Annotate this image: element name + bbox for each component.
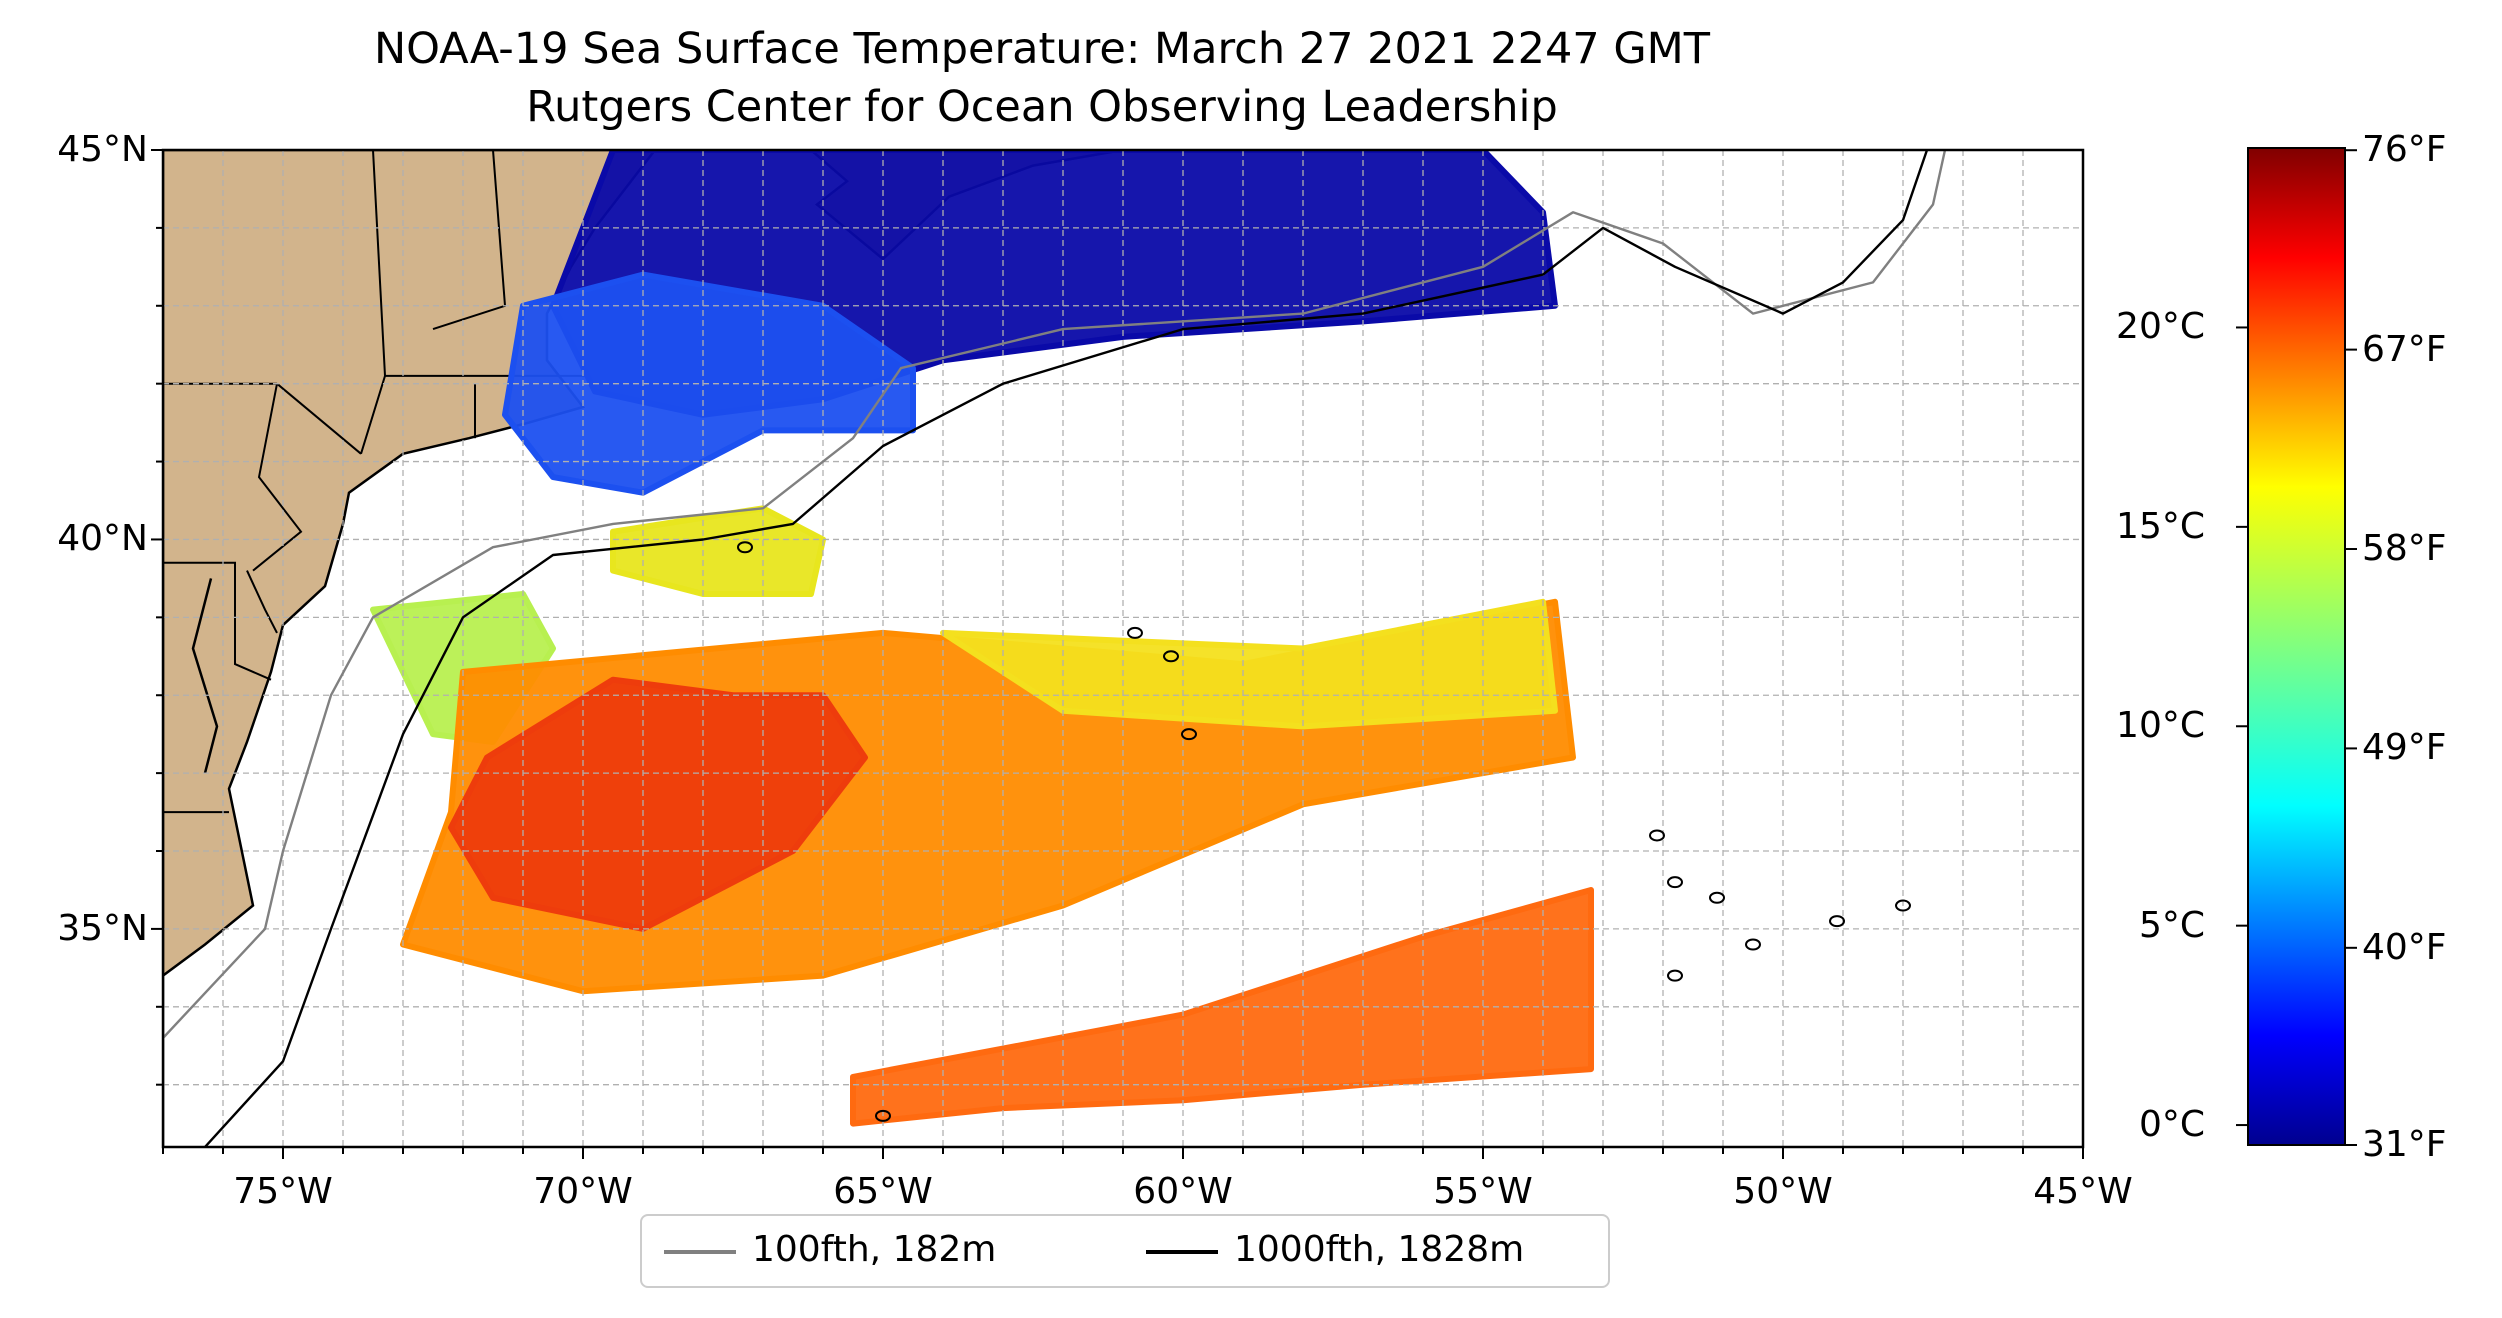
chesapeake-bay [191,578,219,774]
sst-gulf-stream-core-red [448,676,868,932]
isobath-layer [163,150,1947,1147]
seamount-contour [1895,899,1911,912]
seamount-contour [875,1109,891,1122]
legend-swatch-1000fth [1146,1250,1218,1254]
colorbar-fahrenheit-label: 40°F [2362,926,2447,968]
x-tick-label: 65°W [833,1171,933,1212]
seamount-contour [1829,915,1845,928]
colorbar [2247,147,2346,1146]
figure-subtitle: Rutgers Center for Ocean Observing Leade… [526,82,1558,132]
legend-label-1000fth: 1000fth, 1828m [1234,1229,1525,1270]
state-border [276,382,362,455]
colorbar-celsius-label: 0°C [2138,1104,2205,1146]
seamount-contour [1745,938,1761,951]
seamount-contour [1181,728,1197,741]
delaware-bay [246,570,278,634]
y-tick-label: 45°N [57,129,148,170]
colorbar-fahrenheit-label: 76°F [2362,129,2447,171]
colorbar-fahrenheit-label: 67°F [2362,328,2447,370]
colorbar-fahrenheit-label: 49°F [2362,727,2447,769]
colorbar-fahrenheit-label: 31°F [2362,1124,2447,1165]
colorbar-celsius-label: 15°C [2116,505,2205,547]
x-tick-label: 45°W [2033,1171,2133,1212]
map-plot-area [163,150,2083,1147]
legend-label-100fth: 100fth, 182m [752,1229,997,1270]
colorbar-celsius-label: 20°C [2116,306,2205,348]
gridlines [163,150,2083,1147]
figure-title: NOAA-19 Sea Surface Temperature: March 2… [373,24,1711,74]
axis-ticks [151,149,2084,1159]
colorbar-celsius-label: 10°C [2116,705,2205,747]
y-tick-label: 40°N [57,518,148,560]
sst-layer [370,150,1594,1127]
seamount-contour [737,541,753,554]
seamount-contour [1667,876,1683,889]
seamount-contour [1127,626,1143,639]
seamount-contour [1163,650,1179,663]
x-tick-label: 55°W [1433,1171,1533,1212]
isobath-1000fth [204,150,1929,1147]
seamount-contour [1649,829,1665,842]
x-tick-label: 60°W [1133,1171,1233,1212]
colorbar-ticks [2236,149,2357,1146]
colorbar-fahrenheit-label: 58°F [2362,528,2447,569]
colorbar-celsius-label: 5°C [2138,904,2205,946]
y-tick-label: 35°N [57,907,148,949]
x-tick-label: 75°W [233,1171,333,1212]
legend-swatch-100fth [664,1250,736,1254]
seamount-contour [1667,969,1683,982]
state-border [163,561,272,681]
state-border [252,383,303,572]
isobath-100fth [163,150,1947,1039]
legend: 100fth, 182m 1000fth, 1828m [640,1214,1610,1288]
x-tick-label: 50°W [1733,1171,1833,1212]
seamount-contour [1709,891,1725,904]
x-tick-label: 70°W [533,1171,633,1212]
